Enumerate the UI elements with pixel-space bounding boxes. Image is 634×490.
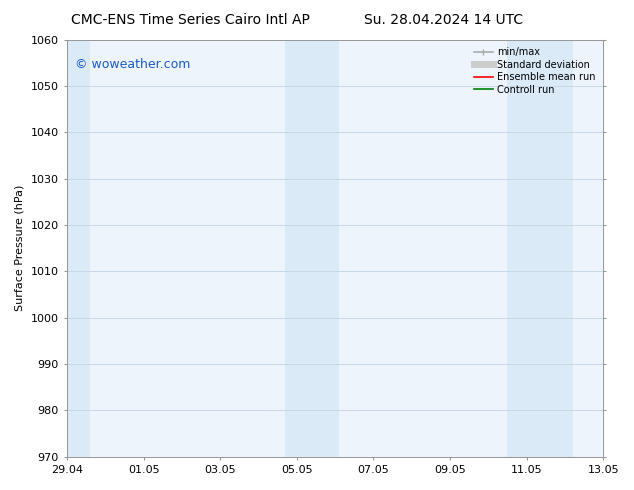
Text: CMC-ENS Time Series Cairo Intl AP: CMC-ENS Time Series Cairo Intl AP (71, 13, 309, 27)
Bar (285, 40, 339, 457)
Legend: min/max, Standard deviation, Ensemble mean run, Controll run: min/max, Standard deviation, Ensemble me… (470, 45, 598, 98)
Y-axis label: Surface Pressure (hPa): Surface Pressure (hPa) (15, 185, 25, 311)
Bar (507, 40, 573, 457)
Text: Su. 28.04.2024 14 UTC: Su. 28.04.2024 14 UTC (365, 13, 523, 27)
Bar (67, 40, 90, 457)
Text: © woweather.com: © woweather.com (75, 58, 190, 72)
